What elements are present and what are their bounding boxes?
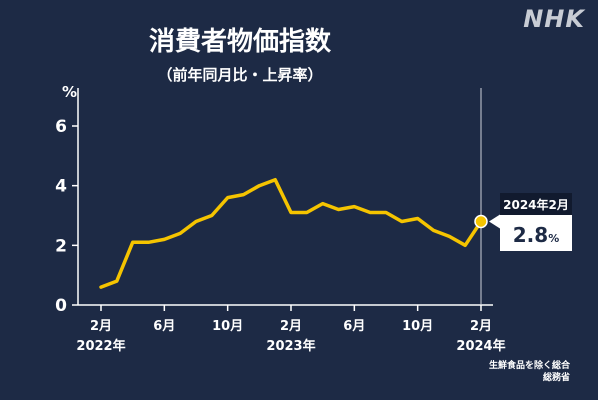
latest-data-point — [474, 214, 488, 229]
callout-date-label: 2024年2月 — [503, 197, 569, 212]
callout-value-label: 2.8% — [513, 223, 559, 247]
y-axis-ticks: 0 2 4 6 — [55, 117, 78, 316]
cpi-series-line — [99, 177, 483, 289]
x-tick-label: 2月 — [280, 319, 302, 334]
x-tick-label: 10月 — [212, 319, 243, 334]
chart-subtitle: （前年同月比・上昇率） — [157, 66, 322, 84]
x-axis-ticks: 2月 2022年 6月 10月 2月 2023年 6月 10月 2月 2024年 — [76, 305, 506, 354]
x-tick-label: 6月 — [343, 319, 365, 334]
y-tick-label: 0 — [55, 296, 67, 316]
x-tick-label: 2月 — [470, 319, 492, 334]
x-year-label: 2024年 — [456, 338, 505, 354]
x-year-label: 2022年 — [76, 338, 125, 354]
callout-date-background — [500, 193, 572, 215]
nhk-logo: NHK — [523, 5, 586, 33]
x-year-label: 2023年 — [266, 338, 315, 354]
source-note-line2: 総務省 — [543, 371, 570, 383]
chart-title: 消費者物価指数 — [149, 27, 332, 57]
callout-value: 2.8 — [513, 223, 548, 247]
y-axis-unit: % — [62, 83, 77, 101]
x-tick-label: 6月 — [153, 319, 175, 334]
x-tick-label: 10月 — [402, 319, 433, 334]
source-note-line1: 生鮮食品を除く総合 — [489, 359, 571, 371]
callout-unit: % — [548, 232, 559, 245]
latest-value-callout: 2024年2月 2.8% — [489, 193, 572, 251]
cpi-data-points — [474, 214, 488, 229]
x-tick-label: 2月 — [90, 319, 112, 334]
y-tick-label: 4 — [55, 177, 67, 197]
y-tick-label: 6 — [55, 117, 67, 137]
callout-pointer — [489, 214, 500, 229]
callout-value-background — [500, 215, 572, 251]
y-tick-label: 2 — [55, 236, 67, 256]
